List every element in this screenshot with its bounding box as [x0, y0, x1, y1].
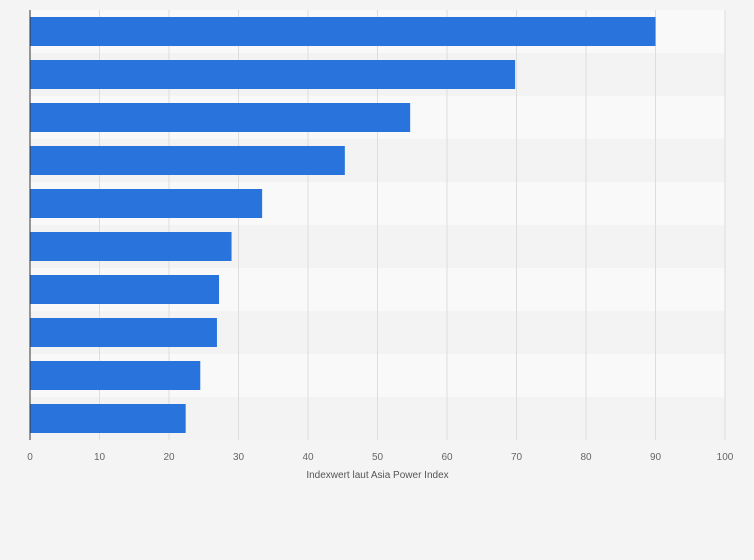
bar: [30, 232, 232, 261]
bar: [30, 189, 263, 218]
x-tick-label: 60: [441, 452, 453, 463]
bars: [30, 17, 656, 433]
bar: [30, 146, 345, 175]
x-tick-label: 0: [27, 452, 33, 463]
x-axis-title: Indexwert laut Asia Power Index: [306, 470, 448, 481]
x-tick-label: 10: [94, 452, 106, 463]
bar: [30, 103, 411, 132]
x-tick-label: 90: [650, 452, 662, 463]
x-tick-label: 30: [233, 452, 245, 463]
bar: [30, 17, 656, 46]
x-tick-label: 40: [302, 452, 314, 463]
bar: [30, 275, 220, 304]
x-tick-label: 50: [372, 452, 384, 463]
bar: [30, 60, 516, 89]
bar: [30, 318, 217, 347]
x-tick-label: 100: [717, 452, 734, 463]
x-tick-label: 70: [511, 452, 523, 463]
x-axis-ticks: 0 10 20 30 40 50 60 70 80 90 100: [27, 452, 734, 463]
x-tick-label: 20: [163, 452, 175, 463]
bar: [30, 404, 186, 433]
x-tick-label: 80: [580, 452, 592, 463]
bar: [30, 361, 201, 390]
